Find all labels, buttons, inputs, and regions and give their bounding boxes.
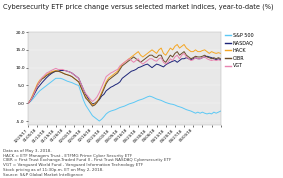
NASDAQ	[125, 74, 128, 76]
CIBR	[175, 51, 179, 53]
HACK	[175, 43, 179, 46]
VGT	[86, 95, 89, 97]
Text: Data as of May 3, 2018.
HACK = ETF Managers Trust - ETFMG Prime Cyber Security E: Data as of May 3, 2018. HACK = ETF Manag…	[3, 149, 171, 177]
HACK	[27, 102, 30, 104]
VGT	[59, 68, 62, 70]
CIBR	[125, 61, 128, 63]
NASDAQ	[84, 93, 87, 95]
S&P 500	[95, 118, 99, 120]
S&P 500	[212, 111, 216, 113]
VGT	[182, 52, 186, 54]
HACK	[59, 71, 62, 73]
VGT	[123, 61, 126, 63]
NASDAQ	[205, 55, 209, 57]
Line: HACK: HACK	[28, 44, 221, 105]
S&P 500	[27, 102, 30, 104]
Legend: S&P 500, NASDAQ, HACK, CIBR, VGT: S&P 500, NASDAQ, HACK, CIBR, VGT	[225, 33, 254, 68]
NASDAQ	[86, 97, 89, 99]
CIBR	[95, 101, 99, 104]
VGT	[219, 59, 222, 62]
Line: NASDAQ: NASDAQ	[28, 56, 221, 104]
VGT	[210, 59, 213, 62]
NASDAQ	[59, 69, 62, 72]
HACK	[219, 52, 222, 54]
NASDAQ	[91, 103, 94, 105]
VGT	[93, 99, 97, 101]
Line: S&P 500: S&P 500	[28, 78, 221, 121]
CIBR	[219, 58, 222, 60]
CIBR	[84, 97, 87, 99]
Text: Cybersecurity ETF price change versus selected market indices, year-to-date (%): Cybersecurity ETF price change versus se…	[3, 4, 273, 10]
S&P 500	[86, 108, 89, 110]
HACK	[95, 100, 99, 103]
HACK	[84, 95, 87, 97]
Line: CIBR: CIBR	[28, 52, 221, 106]
S&P 500	[219, 110, 222, 112]
HACK	[86, 99, 89, 101]
S&P 500	[61, 78, 64, 80]
S&P 500	[54, 77, 57, 79]
CIBR	[86, 99, 89, 101]
CIBR	[59, 71, 62, 73]
NASDAQ	[95, 100, 99, 103]
S&P 500	[127, 103, 131, 105]
VGT	[84, 92, 87, 94]
NASDAQ	[27, 102, 30, 104]
CIBR	[27, 102, 30, 104]
S&P 500	[89, 111, 92, 113]
Line: VGT: VGT	[28, 53, 221, 103]
HACK	[125, 59, 128, 62]
NASDAQ	[219, 59, 222, 61]
S&P 500	[98, 120, 101, 122]
VGT	[27, 102, 30, 104]
HACK	[212, 52, 216, 54]
HACK	[91, 104, 94, 106]
NASDAQ	[212, 58, 216, 60]
CIBR	[212, 57, 216, 59]
CIBR	[91, 105, 94, 107]
